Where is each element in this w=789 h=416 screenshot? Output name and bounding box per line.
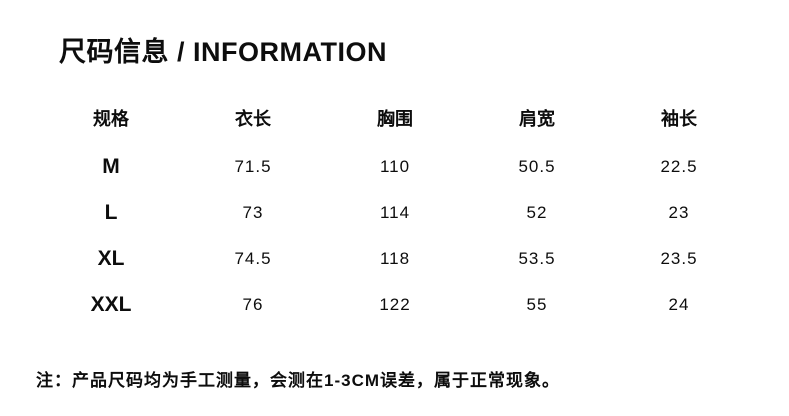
size-cell: L bbox=[104, 201, 118, 224]
size-cell: XL bbox=[97, 247, 125, 270]
column-header-spec: 规格 bbox=[93, 109, 129, 129]
column-header-shoulder: 肩宽 bbox=[519, 109, 555, 129]
value-cell: 71.5 bbox=[234, 157, 272, 176]
value-cell: 23 bbox=[668, 203, 690, 222]
table-row-m: M 71.5 110 50.5 22.5 bbox=[40, 144, 750, 190]
page-title: 尺码信息 / INFORMATION bbox=[59, 37, 387, 67]
value-cell: 76 bbox=[242, 295, 264, 314]
value-cell: 24 bbox=[668, 295, 690, 314]
value-cell: 55 bbox=[526, 295, 548, 314]
size-cell: M bbox=[102, 155, 120, 178]
table-row-l: L 73 114 52 23 bbox=[40, 190, 750, 236]
value-cell: 52 bbox=[526, 203, 548, 222]
value-cell: 23.5 bbox=[660, 249, 698, 268]
value-cell: 53.5 bbox=[518, 249, 556, 268]
value-cell: 22.5 bbox=[660, 157, 698, 176]
table-header-row: 规格 衣长 胸围 肩宽 袖长 bbox=[40, 100, 750, 144]
column-header-chest: 胸围 bbox=[377, 109, 413, 129]
column-header-length: 衣长 bbox=[235, 109, 271, 129]
value-cell: 122 bbox=[379, 295, 411, 314]
value-cell: 50.5 bbox=[518, 157, 556, 176]
table-row-xl: XL 74.5 118 53.5 23.5 bbox=[40, 236, 750, 282]
note-text: 注：产品尺码均为手工测量，会测在1-3CM误差，属于正常现象。 bbox=[36, 371, 561, 390]
value-cell: 110 bbox=[379, 157, 411, 176]
value-cell: 74.5 bbox=[234, 249, 272, 268]
column-header-sleeve: 袖长 bbox=[661, 109, 697, 129]
table-row-xxl: XXL 76 122 55 24 bbox=[40, 282, 750, 328]
value-cell: 118 bbox=[379, 249, 411, 268]
value-cell: 73 bbox=[242, 203, 264, 222]
value-cell: 114 bbox=[379, 203, 411, 222]
size-cell: XXL bbox=[90, 293, 132, 316]
size-table: 规格 衣长 胸围 肩宽 袖长 M 71.5 110 50.5 22.5 L 73… bbox=[40, 100, 750, 328]
